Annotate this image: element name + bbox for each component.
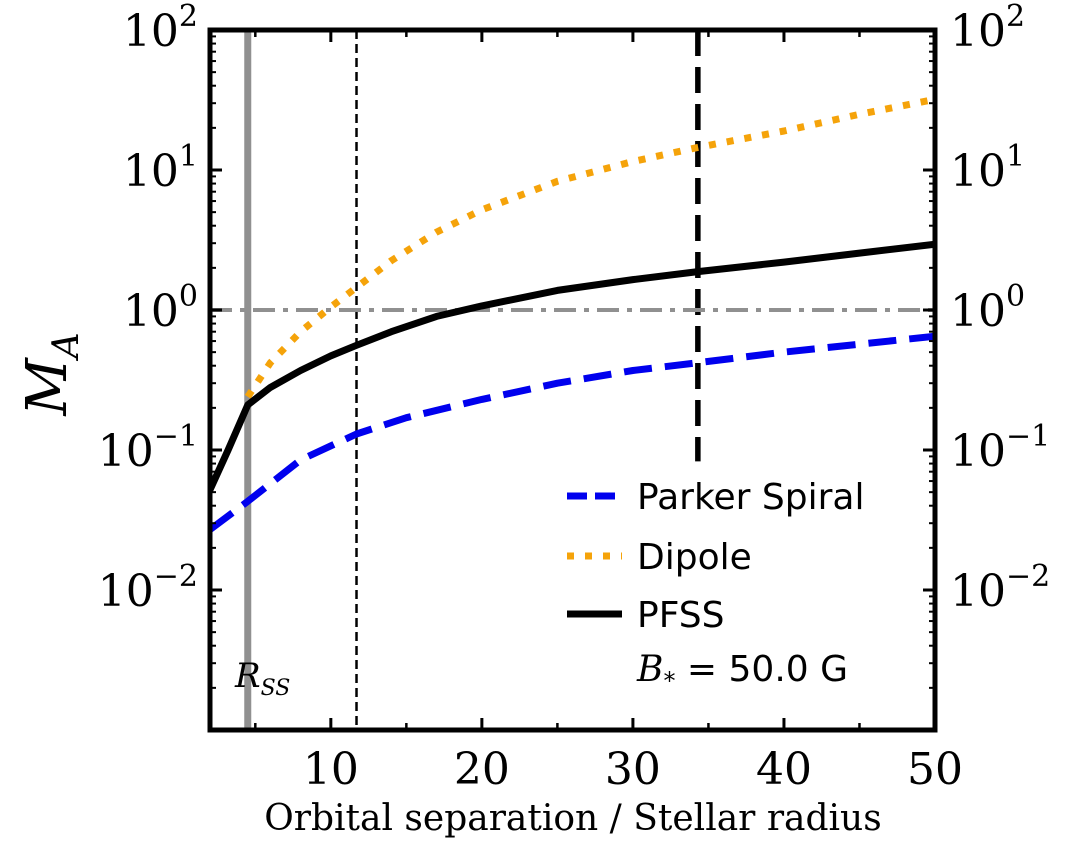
y-tick-exp: −2 (1006, 559, 1050, 594)
y-tick-label-right: 10−2 (950, 559, 1050, 617)
y-tick-label-right: 10−1 (950, 419, 1050, 477)
y-tick-label-right: 101 (950, 139, 1025, 197)
y-tick-base: 10 (950, 6, 1006, 57)
x-tick-label: 30 (605, 744, 661, 795)
y-tick-exp: 0 (179, 279, 198, 314)
x-axis-label: Orbital separation / Stellar radius (264, 798, 881, 839)
x-tick-label: 40 (756, 744, 812, 795)
y-axis-label: MA (15, 332, 87, 416)
y-tick-exp: −2 (154, 559, 198, 594)
y-tick-base: 10 (98, 426, 154, 477)
y-tick-exp: −1 (1006, 419, 1050, 454)
y-tick-base: 10 (123, 6, 179, 57)
y-tick-label-left: 102 (123, 0, 198, 57)
reference-lines (210, 30, 935, 730)
legend-label: Parker Spiral (637, 477, 864, 518)
y-tick-label-right: 102 (950, 0, 1025, 57)
annotation-prefix-sub: * (663, 667, 675, 695)
y-tick-exp: 1 (179, 139, 198, 174)
y-tick-exp: 0 (1006, 279, 1025, 314)
y-tick-base: 10 (123, 286, 179, 337)
series-line-pfss (210, 240, 935, 494)
x-tick-label: 10 (303, 744, 359, 795)
legend-label: Dipole (637, 537, 752, 578)
series-layer (210, 95, 935, 533)
rss-label-main: R (234, 656, 261, 696)
annotation-prefix: B (636, 649, 663, 690)
rss-label: RSS (234, 656, 290, 701)
y-tick-label-left: 10−2 (98, 559, 198, 617)
y-tick-base: 10 (950, 146, 1006, 197)
y-tick-label-left: 101 (123, 139, 198, 197)
y-tick-exp: 1 (1006, 139, 1025, 174)
annotation-text: = 50.0 G (675, 649, 848, 690)
y-tick-exp: 2 (1006, 0, 1025, 34)
field-strength-annotation: B* = 50.0 G (636, 649, 848, 695)
y-tick-label-left: 10−1 (98, 419, 198, 477)
y-tick-base: 10 (950, 566, 1006, 617)
series-line-dipole (244, 95, 935, 399)
y-tick-base: 10 (98, 566, 154, 617)
y-axis-label-sub: A (46, 332, 87, 361)
x-tick-label: 50 (907, 744, 963, 795)
plot-frame (207, 27, 938, 733)
y-tick-base: 10 (123, 146, 179, 197)
y-tick-exp: 2 (179, 0, 198, 34)
legend-label: PFSS (637, 595, 725, 636)
y-tick-label-right: 100 (950, 279, 1025, 337)
rss-label-sub: SS (261, 676, 291, 701)
y-tick-base: 10 (950, 426, 1006, 477)
x-tick-label: 20 (454, 744, 510, 795)
series-line-parker-spiral (210, 332, 935, 533)
y-tick-label-left: 100 (123, 279, 198, 337)
y-tick-base: 10 (950, 286, 1006, 337)
y-tick-exp: −1 (154, 419, 198, 454)
legend: Parker Spiral Dipole PFSS (567, 477, 864, 636)
y-axis-label-main: M (15, 357, 80, 417)
